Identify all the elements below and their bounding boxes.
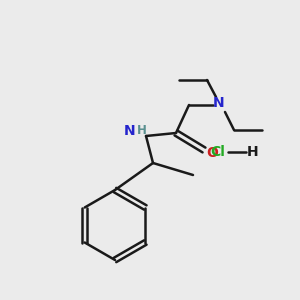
Text: H: H [247, 145, 259, 159]
Text: H: H [137, 124, 147, 137]
Text: N: N [213, 96, 225, 110]
Text: N: N [124, 124, 136, 138]
Text: Cl: Cl [211, 145, 225, 159]
Text: O: O [206, 146, 218, 160]
